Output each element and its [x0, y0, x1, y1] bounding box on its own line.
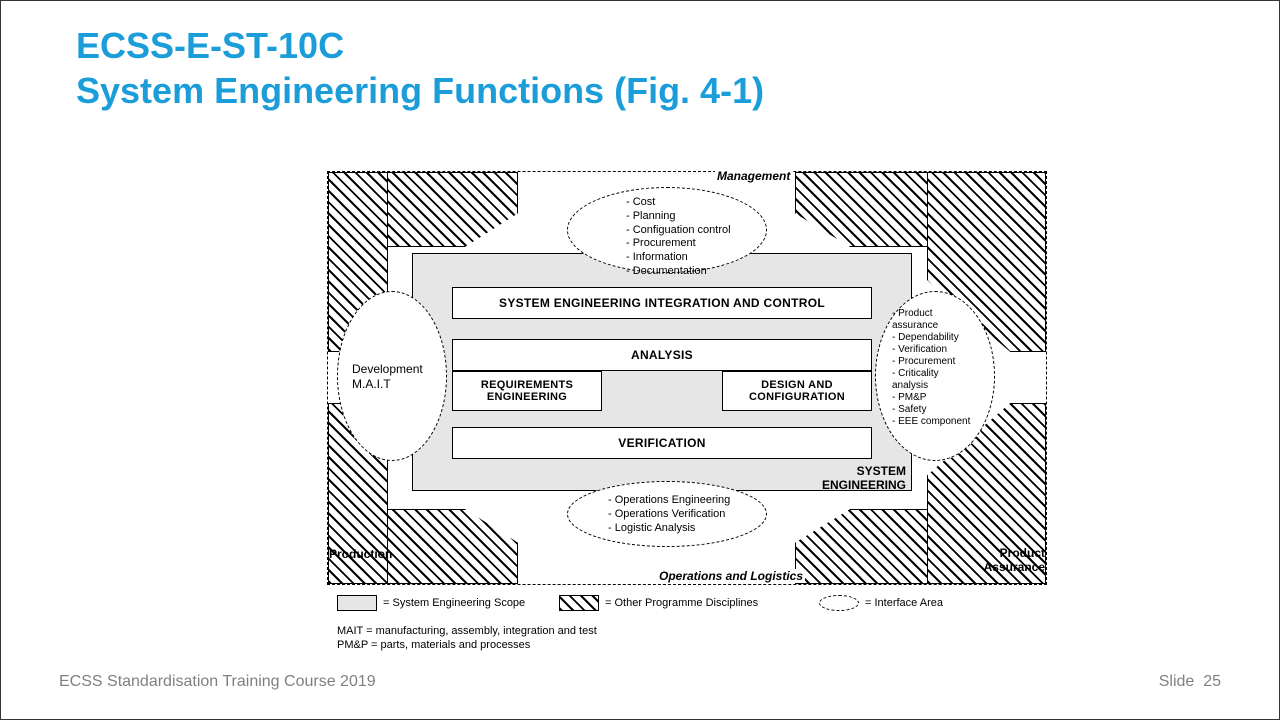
box-verif-label: VERIFICATION [618, 436, 705, 450]
ellipse-right-items: - Product assurance - Dependability - Ve… [892, 308, 970, 428]
label-production: Production [329, 547, 392, 561]
ellipse-top-item: - Planning [626, 210, 731, 224]
box-req-label: REQUIREMENTS ENGINEERING [453, 379, 601, 403]
ellipse-right-item: - Procurement [892, 356, 970, 368]
label-management: Management [715, 169, 792, 183]
ellipse-left-l2: M.A.I.T [352, 377, 423, 392]
legend-interface: = Interface Area [819, 595, 943, 611]
core-label: SYSTEM ENGINEERING [821, 465, 906, 493]
ellipse-right-item: - Criticality [892, 368, 970, 380]
ellipse-top-item: - Information [626, 251, 731, 265]
box-req: REQUIREMENTS ENGINEERING [452, 371, 602, 411]
box-verification: VERIFICATION [452, 427, 872, 459]
core-label-l1: SYSTEM [857, 464, 906, 478]
slide-title: ECSS-E-ST-10C System Engineering Functio… [76, 23, 764, 113]
footer-slide-number: 25 [1203, 673, 1221, 690]
title-line-2: System Engineering Functions (Fig. 4-1) [76, 70, 764, 111]
legend-scope: = System Engineering Scope [337, 595, 525, 611]
label-operations-logistics: Operations and Logistics [657, 569, 805, 583]
footer-slide-label: Slide [1159, 673, 1195, 690]
legend-other: = Other Programme Disciplines [559, 595, 758, 611]
ellipse-right-item: - Product [892, 308, 970, 320]
ellipse-right-item: - Dependability [892, 332, 970, 344]
ellipse-bottom: - Operations Engineering - Operations Ve… [567, 481, 767, 547]
label-product-assurance: Product Assurance [979, 547, 1045, 575]
box-seic: SYSTEM ENGINEERING INTEGRATION AND CONTR… [452, 287, 872, 319]
box-seic-label: SYSTEM ENGINEERING INTEGRATION AND CONTR… [499, 296, 825, 310]
ellipse-left-text: Development M.A.I.T [352, 362, 423, 392]
ellipse-top-items: - Cost - Planning - Configuation control… [626, 196, 731, 279]
footer-slide: Slide 25 [1159, 673, 1221, 691]
legend-swatch-hatch [559, 595, 599, 611]
note-mait: MAIT = manufacturing, assembly, integrat… [337, 625, 597, 637]
se-functions-diagram: SYSTEM ENGINEERING INTEGRATION AND CONTR… [327, 171, 1047, 616]
ellipse-bottom-item: - Logistic Analysis [608, 522, 730, 536]
legend-scope-text: = System Engineering Scope [383, 597, 525, 609]
ellipse-bottom-item: - Operations Engineering [608, 494, 730, 508]
ellipse-top-item: - Documentation [626, 265, 731, 279]
ellipse-right-item: - PM&P [892, 392, 970, 404]
ellipse-right-item: - Verification [892, 344, 970, 356]
ellipse-bottom-items: - Operations Engineering - Operations Ve… [608, 494, 730, 535]
box-analysis-label: ANALYSIS [631, 348, 693, 362]
ellipse-left-l1: Development [352, 362, 423, 377]
ellipse-top-item: - Cost [626, 196, 731, 210]
legend-iface-text: = Interface Area [865, 597, 943, 609]
ellipse-left: Development M.A.I.T [337, 291, 447, 461]
ellipse-right-item: - Safety [892, 404, 970, 416]
ellipse-right-item: analysis [892, 380, 970, 392]
ellipse-top-item: - Configuation control [626, 224, 731, 238]
legend-swatch-scope [337, 595, 377, 611]
ellipse-right-item: assurance [892, 320, 970, 332]
core-label-l2: ENGINEERING [822, 478, 906, 492]
legend-swatch-iface [819, 595, 859, 611]
box-analysis: ANALYSIS [452, 339, 872, 371]
ellipse-right-item: - EEE component [892, 416, 970, 428]
ellipse-top: - Cost - Planning - Configuation control… [567, 187, 767, 273]
box-design: DESIGN AND CONFIGURATION [722, 371, 872, 411]
legend-other-text: = Other Programme Disciplines [605, 597, 758, 609]
title-line-1: ECSS-E-ST-10C [76, 25, 344, 66]
note-pmp: PM&P = parts, materials and processes [337, 639, 530, 651]
box-design-label: DESIGN AND CONFIGURATION [723, 379, 871, 403]
ellipse-right: - Product assurance - Dependability - Ve… [875, 291, 995, 461]
ellipse-top-item: - Procurement [626, 237, 731, 251]
ellipse-bottom-item: - Operations Verification [608, 508, 730, 522]
slide: ECSS-E-ST-10C System Engineering Functio… [0, 0, 1280, 720]
footer-course: ECSS Standardisation Training Course 201… [59, 673, 376, 691]
